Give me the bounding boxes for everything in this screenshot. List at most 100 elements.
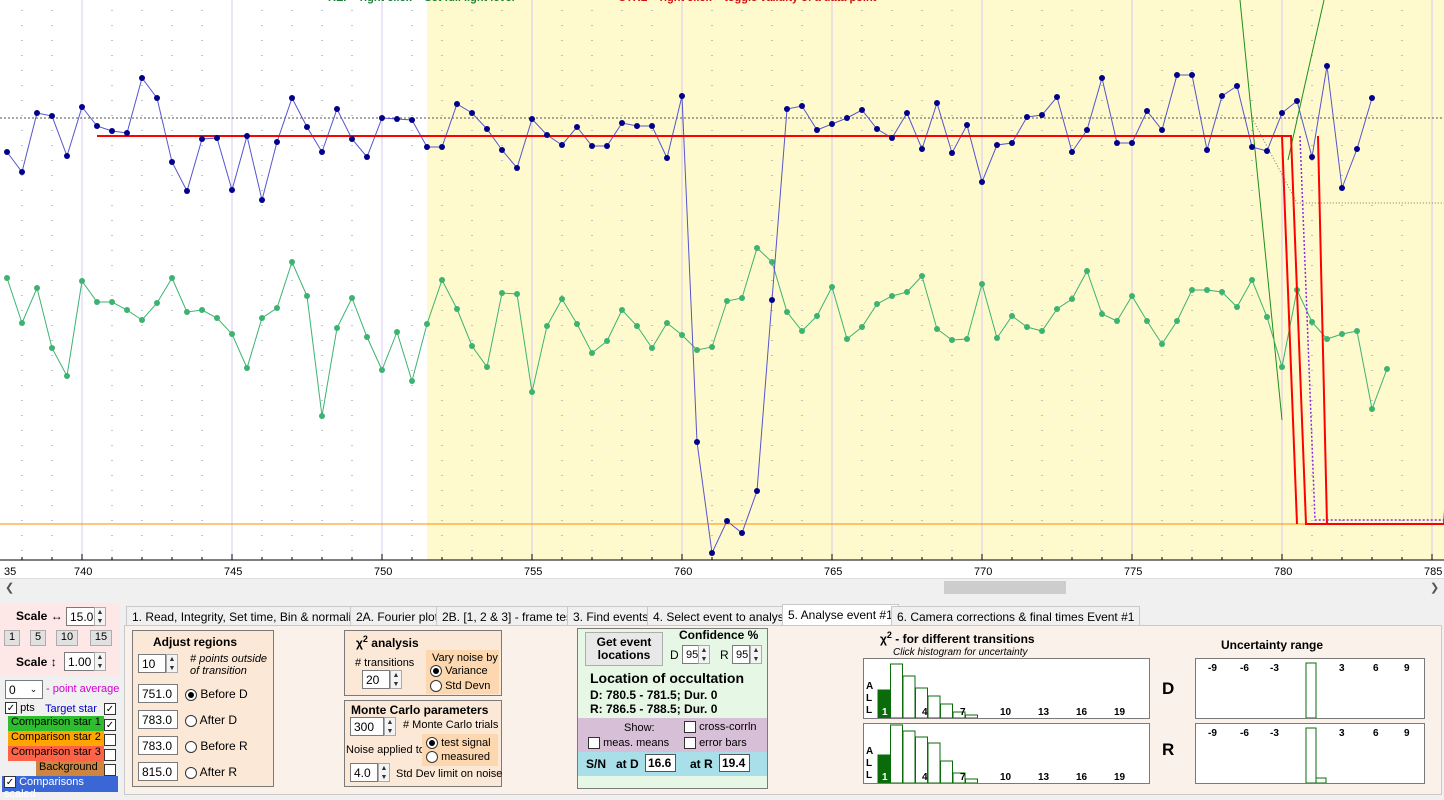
scroll-thumb[interactable] <box>944 581 1066 594</box>
transitions-input[interactable]: 20 <box>362 670 390 689</box>
scroll-left-icon[interactable]: ❮ <box>5 582 15 594</box>
comparison-point <box>799 328 805 334</box>
target-star-label: Target star <box>45 703 97 715</box>
scale-h-input[interactable]: 15.0 <box>66 607 102 626</box>
scale-h-label: Scale ↔ <box>16 609 63 623</box>
comparison-point <box>1114 318 1120 324</box>
x-tick-label: 765 <box>824 566 842 578</box>
comparison-point <box>1054 306 1060 312</box>
std-devn-radio[interactable] <box>430 680 442 693</box>
confidence-r-spinner[interactable]: ▲ ▼ <box>750 645 762 664</box>
scroll-right-icon[interactable]: ❯ <box>1430 582 1440 594</box>
variance-radio[interactable] <box>430 665 442 678</box>
target-star-checkbox[interactable]: ✓ <box>104 702 116 715</box>
target-point <box>859 107 865 113</box>
points-outside-spinner[interactable]: ▲ ▼ <box>166 654 178 673</box>
scale-5-button[interactable]: 5 <box>30 630 46 646</box>
comparison-star-3-label: Comparison star 3 <box>8 746 104 761</box>
tab-frame-test[interactable]: 2B. [1, 2 & 3] - frame test <box>436 606 582 626</box>
before-d-radio[interactable] <box>185 688 197 701</box>
measured-radio[interactable] <box>426 751 438 764</box>
error-bars-checkbox[interactable] <box>684 737 696 750</box>
confidence-d-spinner[interactable]: ▲ ▼ <box>698 645 710 664</box>
comparison-star-2-label: Comparison star 2 <box>8 731 104 746</box>
tab-analyse-event[interactable]: 5. Analyse event #1 <box>782 604 899 626</box>
scale-h-spinner[interactable]: ▲ ▼ <box>94 607 106 626</box>
before-d-input[interactable]: 751.0 <box>138 684 178 703</box>
uncertainty-r-svg: -9-6-30369 <box>1208 727 1410 784</box>
target-point <box>709 550 715 556</box>
std-limit-input[interactable]: 4.0 <box>350 763 378 782</box>
point-average-select[interactable]: 0 ⌄ <box>5 680 43 699</box>
histogram-r-svg[interactable]: ALL 1 4 7 10 13 16 19 <box>864 724 1149 784</box>
get-event-locations-button[interactable]: Get event locations <box>585 632 663 666</box>
error-bars-row: error bars <box>684 737 747 750</box>
light-curve-plot[interactable]: REF - right click = Set full light level… <box>0 0 1444 578</box>
target-point <box>394 116 400 122</box>
comp1-checkbox-wrap: ✓ <box>104 717 116 731</box>
comparison-point <box>379 367 385 373</box>
comparison-point <box>1339 331 1345 337</box>
target-point <box>244 133 250 139</box>
comparison-point <box>1009 313 1015 319</box>
before-d-label: Before D <box>200 687 248 701</box>
comparison-star-3-checkbox[interactable] <box>104 748 116 761</box>
tab-fourier[interactable]: 2A. Fourier plot <box>350 606 445 626</box>
meas-means-checkbox[interactable] <box>588 737 600 750</box>
tab-select-event[interactable]: 4. Select event to analyse <box>647 606 797 626</box>
uncertainty-d-panel: -9-6-30369 <box>1195 658 1425 719</box>
adjust-regions-title: Adjust regions <box>153 635 238 649</box>
confidence-r-input[interactable]: 95 <box>732 645 750 664</box>
test-signal-radio[interactable] <box>426 737 438 750</box>
after-d-input[interactable]: 783.0 <box>138 710 178 729</box>
target-point <box>694 439 700 445</box>
tab-read-integrity[interactable]: 1. Read, Integrity, Set time, Bin & norm… <box>126 606 370 626</box>
scale-10-button[interactable]: 10 <box>56 630 78 646</box>
after-r-input[interactable]: 815.0 <box>138 762 178 781</box>
uncertainty-r-panel: -9-6-30369 <box>1195 723 1425 784</box>
histogram-side-letter: L <box>866 758 872 769</box>
monte-trials-spinner[interactable]: ▲ ▼ <box>384 717 396 736</box>
comparison-point <box>1174 318 1180 324</box>
points-outside-input[interactable]: 10 <box>138 654 166 673</box>
comparison-point <box>559 296 565 302</box>
comparison-star-1-label: Comparison star 1 <box>8 716 104 731</box>
comparison-point <box>304 293 310 299</box>
point-average-text: point average <box>52 683 120 695</box>
before-r-input[interactable]: 783.0 <box>138 736 178 755</box>
std-devn-row: Std Devn <box>430 680 490 693</box>
scale-v-spinner[interactable]: ▲ ▼ <box>94 652 106 671</box>
transitions-spinner[interactable]: ▲ ▼ <box>390 670 402 689</box>
model-d-edge-outer <box>1317 135 1328 525</box>
pts-checkbox[interactable]: ✓ <box>5 702 17 715</box>
measured-label: measured <box>441 751 490 763</box>
comparison-point <box>1159 341 1165 347</box>
target-point <box>574 124 580 130</box>
monte-trials-input[interactable]: 300 <box>350 717 384 736</box>
get-event-line2: locations <box>597 648 651 662</box>
x-tick-label: 750 <box>374 566 392 578</box>
histogram-d-panel[interactable]: A L L 1 4 7 10 13 16 19 <box>863 658 1150 719</box>
uncertainty-label: 6 <box>1373 728 1379 739</box>
comparison-star-2-checkbox[interactable] <box>104 733 116 746</box>
comparisons-scaled-checkbox[interactable]: ✓ <box>4 776 16 789</box>
comparison-star-1-checkbox[interactable]: ✓ <box>104 718 116 731</box>
confidence-d-input[interactable]: 95 <box>682 645 700 664</box>
horizontal-scrollbar[interactable]: ❮ ❯ <box>0 578 1444 595</box>
background-checkbox[interactable] <box>104 763 116 776</box>
after-d-radio[interactable] <box>185 714 197 727</box>
target-point <box>724 518 730 524</box>
target-point <box>289 95 295 101</box>
cross-corrln-checkbox[interactable] <box>684 721 696 734</box>
before-r-radio[interactable] <box>185 740 197 753</box>
tab-find-events[interactable]: 3. Find events <box>567 606 655 626</box>
scale-1-button[interactable]: 1 <box>4 630 20 646</box>
histogram-d-svg[interactable]: ALL 1 4 7 10 13 16 19 <box>864 659 1149 719</box>
tab-camera-corrections[interactable]: 6. Camera corrections & final times Even… <box>891 606 1141 626</box>
cross-corrln-row: cross-corrln <box>684 721 757 734</box>
light-curve-svg[interactable]: REF - right click = Set full light level… <box>0 0 1444 578</box>
scale-15-button[interactable]: 15 <box>90 630 112 646</box>
after-r-radio[interactable] <box>185 766 197 779</box>
histogram-r-panel[interactable]: A L L 1 4 7 10 13 16 19 <box>863 723 1150 784</box>
std-limit-spinner[interactable]: ▲ ▼ <box>378 763 390 782</box>
